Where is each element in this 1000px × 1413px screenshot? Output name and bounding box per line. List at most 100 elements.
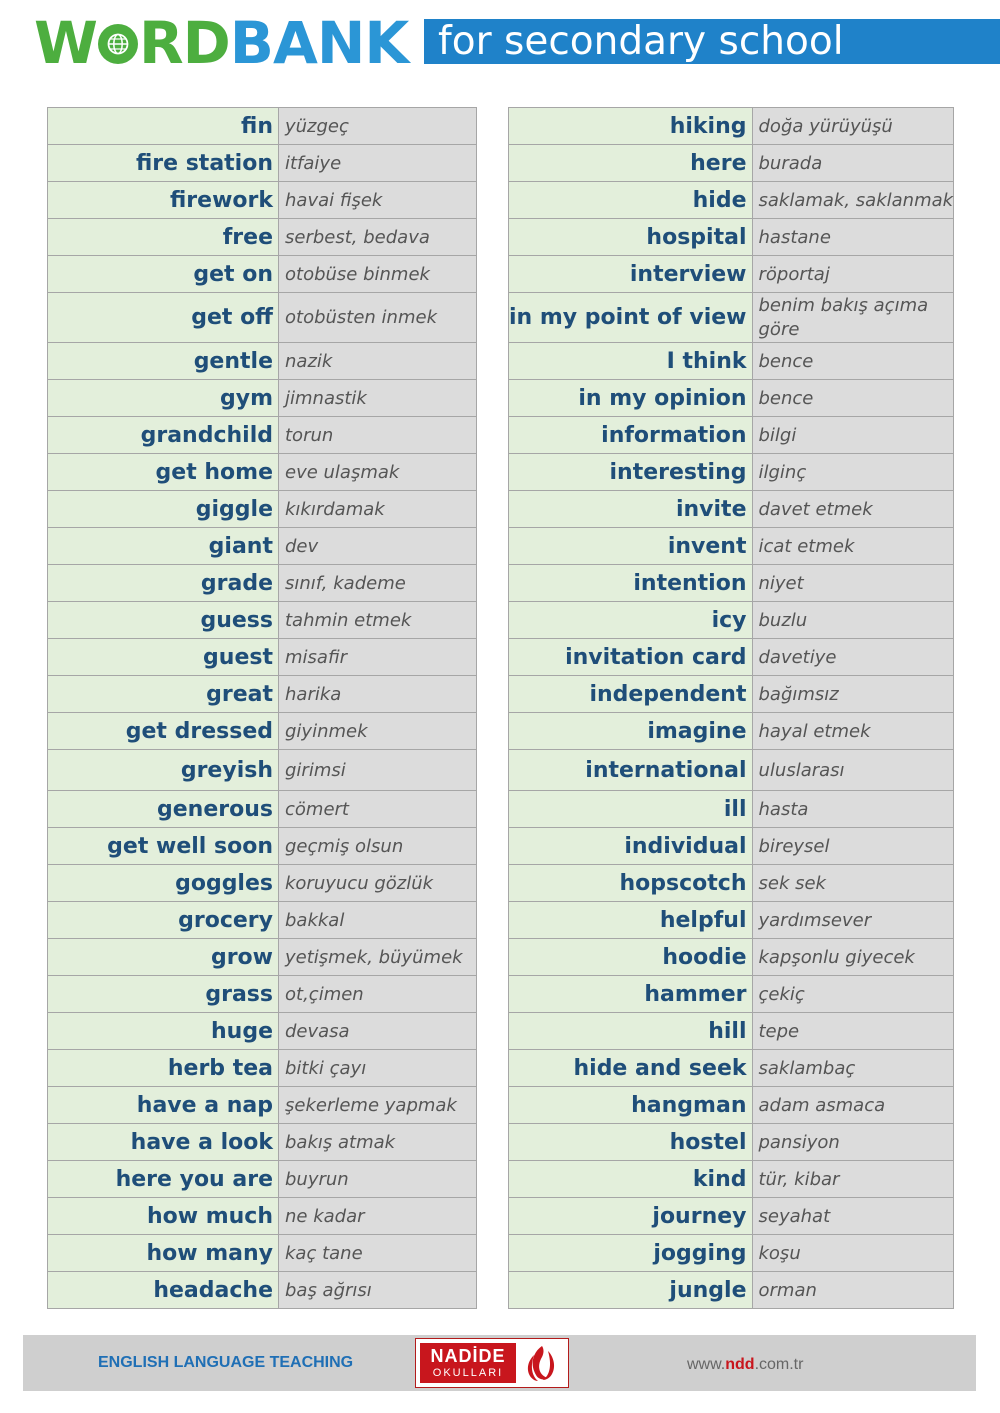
logo-text-rd: RD [138,9,231,77]
vocab-left-row: headache baş ağrısı [47,1271,477,1309]
vocab-right-row: interview röportaj [508,255,955,293]
vocab-left-row: generous cömert [47,790,477,828]
english-word: interview [508,255,753,293]
vocab-left-row: get home eve ulaşmak [47,453,477,491]
turkish-translation: kaç tane [278,1234,477,1272]
vocab-right-row: journey seyahat [508,1197,955,1235]
english-word: in my point of view [508,292,753,343]
english-word: fire station [47,144,279,182]
vocab-left-row: grow yetişmek, büyümek [47,938,477,976]
vocab-right-row: jogging koşu [508,1234,955,1272]
turkish-translation: seyahat [751,1197,955,1235]
english-word: how many [47,1234,279,1272]
vocab-right-row: intention niyet [508,564,955,602]
english-word: hide and seek [508,1049,753,1087]
turkish-translation: misafir [278,638,477,676]
english-word: firework [47,181,279,219]
vocab-right-row: invent icat etmek [508,527,955,565]
vocab-right-row: invite davet etmek [508,490,955,528]
vocab-left-row: how many kaç tane [47,1234,477,1272]
turkish-translation: şekerleme yapmak [278,1086,477,1124]
vocab-right-row: jungle orman [508,1271,955,1309]
vocab-left-row: free serbest, bedava [47,218,477,256]
english-word: guest [47,638,279,676]
english-word: huge [47,1012,279,1050]
footer-url-brand: ndd [725,1356,755,1373]
vocabulary-table-left-body: fin yüzgeç fire station itfaiye firework hava… [47,107,477,1309]
english-word: kind [508,1160,753,1198]
english-word: journey [508,1197,753,1235]
turkish-translation: icat etmek [751,527,955,565]
turkish-translation: buyrun [278,1160,477,1198]
english-word: hiking [508,107,753,145]
english-word: hide [508,181,753,219]
vocab-left-row: fire station itfaiye [47,144,477,182]
turkish-translation: pansiyon [751,1123,955,1161]
vocab-left-row: have a look bakış atmak [47,1123,477,1161]
english-word: hoodie [508,938,753,976]
english-word: gentle [47,342,279,380]
turkish-translation: saklamak, saklanmak [751,181,955,219]
vocab-left-row: grade sınıf, kademe [47,564,477,602]
vocab-left-row: greyish girimsi [47,749,477,791]
turkish-translation: ot,çimen [278,975,477,1013]
turkish-translation: hastane [751,218,955,256]
vocab-right-row: kind tür, kibar [508,1160,955,1198]
turkish-translation: kapşonlu giyecek [751,938,955,976]
footer-department-label: ENGLISH LANGUAGE TEACHING [98,1354,354,1371]
english-word: invitation card [508,638,753,676]
vocab-right-row: in my point of view benim bakış açıma gör… [508,292,955,343]
english-word: get off [47,292,279,343]
turkish-translation: koşu [751,1234,955,1272]
english-word: giant [47,527,279,565]
english-word: get on [47,255,279,293]
turkish-translation: havai fişek [278,181,477,219]
english-word: giggle [47,490,279,528]
english-word: greyish [47,749,279,791]
english-word: ill [508,790,753,828]
turkish-translation: bitki çayı [278,1049,477,1087]
turkish-translation: davetiye [751,638,955,676]
vocab-right-row: icy buzlu [508,601,955,639]
turkish-translation: baş ağrısı [278,1271,477,1309]
vocab-right-row: hide and seek saklambaç [508,1049,955,1087]
turkish-translation: bence [751,342,955,380]
vocab-right-row: independent bağımsız [508,675,955,713]
english-word: icy [508,601,753,639]
vocab-right-row: I think bence [508,342,955,380]
nadide-logo-sub: OKULLARI [432,1367,504,1379]
vocab-left-row: great harika [47,675,477,713]
vocab-left-row: gym jimnastik [47,379,477,417]
vocab-left-row: here you are buyrun [47,1160,477,1198]
english-word: grass [47,975,279,1013]
vocab-left-row: huge devasa [47,1012,477,1050]
turkish-translation: serbest, bedava [278,218,477,256]
english-word: grow [47,938,279,976]
turkish-translation: otobüse binmek [278,255,477,293]
english-word: helpful [508,901,753,939]
turkish-translation: adam asmaca [751,1086,955,1124]
english-word: how much [47,1197,279,1235]
turkish-translation: benim bakış açıma göre [751,292,955,343]
vocab-left-row: how much ne kadar [47,1197,477,1235]
turkish-translation: cömert [278,790,477,828]
vocab-right-row: hangman adam asmaca [508,1086,955,1124]
footer-website[interactable]: www.ndd.com.tr [687,1335,803,1391]
english-word: I think [508,342,753,380]
vocabulary-table-right-body: hiking doğa yürüyüşü here burada hide saklama… [508,107,955,1309]
vocab-right-row: information bilgi [508,416,955,454]
vocab-right-row: hopscotch sek sek [508,864,955,902]
english-word: have a look [47,1123,279,1161]
english-word: grocery [47,901,279,939]
vocab-right-row: hospital hastane [508,218,955,256]
english-word: imagine [508,712,753,750]
footer-url-prefix: www. [687,1356,726,1373]
english-word: get home [47,453,279,491]
vocab-right-row: ill hasta [508,790,955,828]
vocab-right-row: in my opinion bence [508,379,955,417]
nadide-logo-name: NADİDE [430,1346,506,1366]
turkish-translation: dev [278,527,477,565]
english-word: intention [508,564,753,602]
vocab-left-row: giggle kıkırdamak [47,490,477,528]
vocab-right-row: individual bireysel [508,827,955,865]
